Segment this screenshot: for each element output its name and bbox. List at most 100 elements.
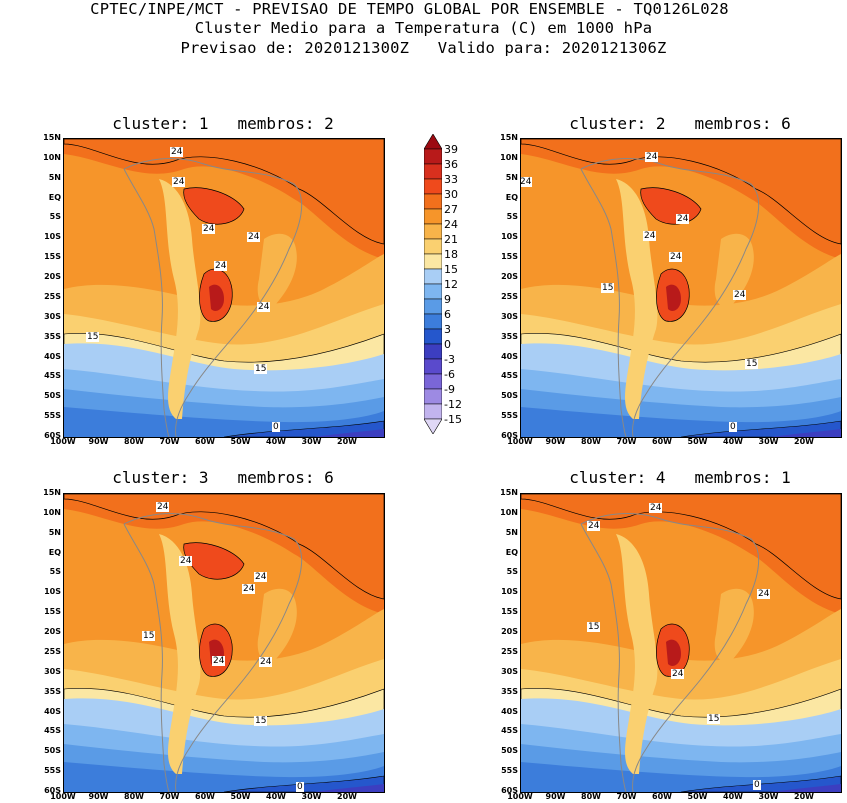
colorbar-label: -12: [444, 398, 462, 411]
lat-label: 20S: [501, 627, 518, 637]
colorbar-label: -15: [444, 413, 462, 426]
lat-label: 55S: [44, 411, 61, 421]
colorbar-segment: [424, 403, 442, 420]
lon-label: 70W: [616, 792, 637, 801]
lon-label: 30W: [758, 437, 779, 446]
contour-label: 15: [587, 622, 601, 632]
lon-label: 80W: [124, 792, 144, 801]
contour-label: 24: [172, 177, 186, 187]
lat-label: 25S: [501, 291, 518, 301]
contour-label: 15: [254, 364, 268, 374]
lat-label: EQ: [48, 192, 61, 202]
colorbar-label: 3: [444, 323, 451, 336]
panel-title-3: cluster: 3 membros: 6: [112, 468, 334, 487]
lat-label: 25S: [44, 291, 61, 301]
lon-label: 40W: [723, 792, 743, 801]
lon-label: 60W: [195, 437, 215, 446]
lat-label: 35S: [44, 686, 61, 696]
colorbar-segment: [424, 208, 442, 225]
hot-core-inner: [209, 284, 224, 311]
lat-label: 25S: [44, 646, 61, 656]
contour-label: 15: [254, 716, 268, 726]
panel-title-2: cluster: 2 membros: 6: [569, 114, 791, 133]
colorbar-label: 0: [444, 338, 451, 351]
lon-label: 50W: [687, 437, 708, 446]
colorbar-label: 39: [444, 143, 458, 156]
panel-title-1: cluster: 1 membros: 2: [112, 114, 334, 133]
lon-label: 30W: [301, 792, 322, 801]
hot-core-inner: [666, 284, 681, 311]
lon-label: 80W: [124, 437, 144, 446]
colorbar-segment: [424, 193, 442, 210]
lat-label: 40S: [44, 706, 61, 716]
band-neg3: [314, 784, 384, 792]
contour-label: 24: [757, 589, 771, 599]
contour-label: 0: [272, 422, 280, 432]
contour-label: 24: [645, 152, 659, 162]
contour-label: 24: [257, 302, 271, 312]
lat-label: 5S: [49, 567, 61, 577]
lon-label: 70W: [616, 437, 637, 446]
lat-label: 25S: [501, 646, 518, 656]
contour-label: 15: [707, 714, 721, 724]
colorbar-label: 33: [444, 173, 458, 186]
contour-label: 24: [156, 502, 170, 512]
contour-label: 24: [170, 147, 184, 157]
lon-label: 30W: [301, 437, 322, 446]
lat-label: 15N: [43, 133, 61, 142]
hot-core-inner: [666, 639, 681, 666]
highlands-cool: [257, 233, 297, 308]
andes-cool: [616, 534, 658, 774]
lat-label: 10N: [500, 507, 518, 517]
lat-label: 60S: [501, 431, 518, 440]
lon-label: 100W: [50, 437, 76, 446]
lat-label: 10S: [44, 587, 61, 597]
lat-label: 55S: [44, 766, 61, 776]
contour-label: 24: [587, 521, 601, 531]
lat-label: 5N: [48, 172, 61, 182]
lat-label: 40S: [501, 706, 518, 716]
colorbar-label: 24: [444, 218, 458, 231]
contour-label: 15: [745, 359, 759, 369]
colorbar-label: 36: [444, 158, 458, 171]
colorbar-label: -3: [444, 353, 455, 366]
coastline-west: [123, 523, 170, 792]
map-panel-1: 24 24 24 24 24 24 15 15 0: [63, 138, 385, 438]
lat-label: 10S: [501, 587, 518, 597]
lon-label: 60W: [652, 437, 672, 446]
lat-label: 30S: [501, 311, 518, 321]
lat-label: 10S: [501, 232, 518, 242]
lat-label: 20S: [501, 272, 518, 282]
colorbar-segment: [424, 238, 442, 255]
lat-label: 5N: [505, 172, 518, 182]
band-neg3: [771, 784, 841, 792]
map-panel-3: 24 24 24 24 24 24 15 15 0: [63, 493, 385, 793]
contour-label: 0: [729, 422, 737, 432]
colorbar: [424, 134, 442, 434]
colorbar-segment: [424, 418, 442, 434]
colorbar-segment: [424, 298, 442, 315]
andes-cool: [159, 534, 201, 774]
lon-label: 90W: [88, 792, 109, 801]
contour-label: 24: [247, 232, 261, 242]
lat-label: 55S: [501, 411, 518, 421]
contour-24-north: [64, 494, 384, 600]
lat-label: 50S: [501, 746, 518, 756]
lat-label: 5S: [506, 212, 518, 222]
coastline-west: [580, 523, 627, 792]
lat-label: 35S: [501, 331, 518, 341]
lat-label: 15N: [43, 488, 61, 497]
panel-title-4: cluster: 4 membros: 1: [569, 468, 791, 487]
colorbar-segment: [424, 388, 442, 405]
lat-label: 50S: [44, 391, 61, 401]
lon-label: 20W: [794, 437, 814, 446]
highlands-cool: [714, 588, 754, 663]
lat-label: 15S: [44, 607, 61, 617]
colorbar-label: 30: [444, 188, 458, 201]
lat-label: 50S: [501, 391, 518, 401]
title-line-1: CPTEC/INPE/MCT - PREVISAO DE TEMPO GLOBA…: [90, 0, 729, 18]
colorbar-segment: [424, 268, 442, 285]
lat-label: 10N: [43, 152, 61, 162]
colorbar-label: 12: [444, 278, 458, 291]
contour-label: 24: [214, 261, 228, 271]
